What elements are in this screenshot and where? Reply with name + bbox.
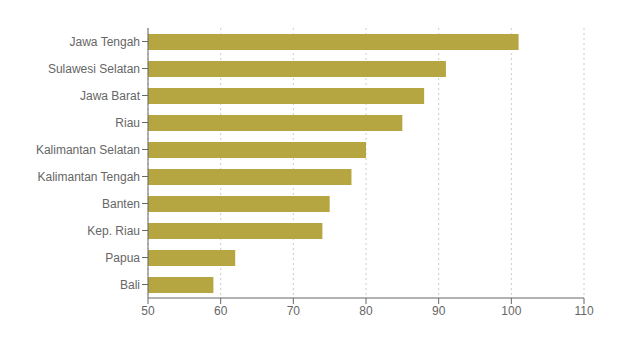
svg-text:Kalimantan Selatan: Kalimantan Selatan (36, 143, 140, 157)
svg-text:110: 110 (574, 304, 593, 318)
svg-text:Bali: Bali (120, 278, 140, 292)
svg-text:100: 100 (501, 304, 521, 318)
svg-text:Jawa Barat: Jawa Barat (80, 89, 141, 103)
svg-text:Papua: Papua (105, 251, 140, 265)
svg-text:90: 90 (432, 304, 446, 318)
svg-text:80: 80 (359, 304, 373, 318)
svg-text:60: 60 (214, 304, 228, 318)
svg-text:Banten: Banten (102, 197, 140, 211)
svg-text:Riau: Riau (115, 116, 140, 130)
svg-text:Kep. Riau: Kep. Riau (87, 224, 140, 238)
svg-text:Kalimantan Tengah: Kalimantan Tengah (37, 170, 140, 184)
svg-text:Jawa Tengah: Jawa Tengah (70, 35, 141, 49)
svg-text:70: 70 (287, 304, 301, 318)
svg-text:50: 50 (141, 304, 155, 318)
svg-text:Sulawesi Selatan: Sulawesi Selatan (48, 62, 140, 76)
